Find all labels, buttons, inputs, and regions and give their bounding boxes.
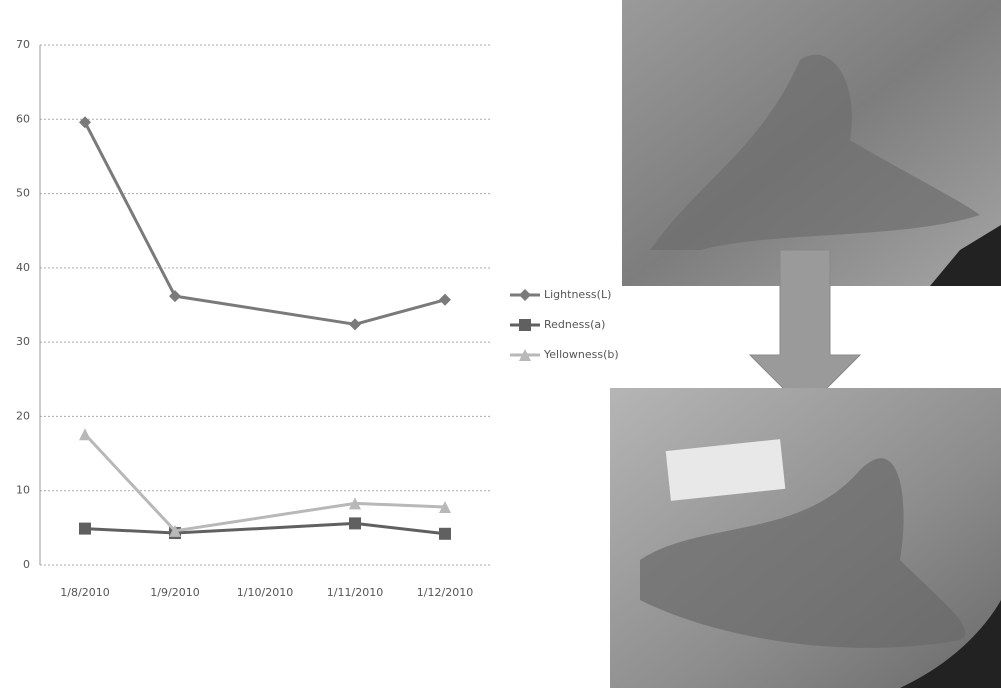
legend-label: Redness(a) (544, 318, 605, 331)
x-tick-label: 1/8/2010 (60, 586, 109, 599)
point (439, 294, 451, 306)
x-tick-label: 1/11/2010 (327, 586, 383, 599)
point (519, 289, 531, 301)
legend-label: Yellowness(b) (543, 348, 619, 361)
line-segment (85, 529, 175, 533)
y-tick-label: 10 (16, 484, 30, 497)
line-segment (85, 434, 175, 531)
point (79, 428, 91, 440)
line-segment (175, 523, 355, 533)
y-tick-label: 30 (16, 335, 30, 348)
y-tick-label: 60 (16, 112, 30, 125)
photo-top (622, 0, 1001, 286)
point (349, 318, 361, 330)
legend-label: Lightness(L) (544, 288, 611, 301)
line-segment (355, 300, 445, 325)
point (169, 290, 181, 302)
point (349, 517, 361, 529)
y-tick-label: 50 (16, 187, 30, 200)
line-segment (175, 503, 355, 530)
y-tick-label: 0 (23, 558, 30, 571)
y-tick-label: 20 (16, 409, 30, 422)
line-segment (355, 503, 445, 507)
x-tick-label: 1/9/2010 (150, 586, 199, 599)
x-tick-label: 1/10/2010 (237, 586, 293, 599)
line-segment (175, 296, 355, 324)
y-tick-label: 70 (16, 38, 30, 51)
point (519, 319, 531, 331)
line-segment (85, 122, 175, 296)
point (439, 528, 451, 540)
figure: 0 10 20 30 40 50 60 70 1/8/2010 1/9/2010 1/10/2010… (0, 0, 1001, 688)
x-tick-label: 1/12/2010 (417, 586, 473, 599)
point (79, 523, 91, 535)
y-tick-label: 40 (16, 261, 30, 274)
line-segment (355, 523, 445, 533)
photo-bottom (610, 388, 1001, 688)
point (79, 116, 91, 128)
